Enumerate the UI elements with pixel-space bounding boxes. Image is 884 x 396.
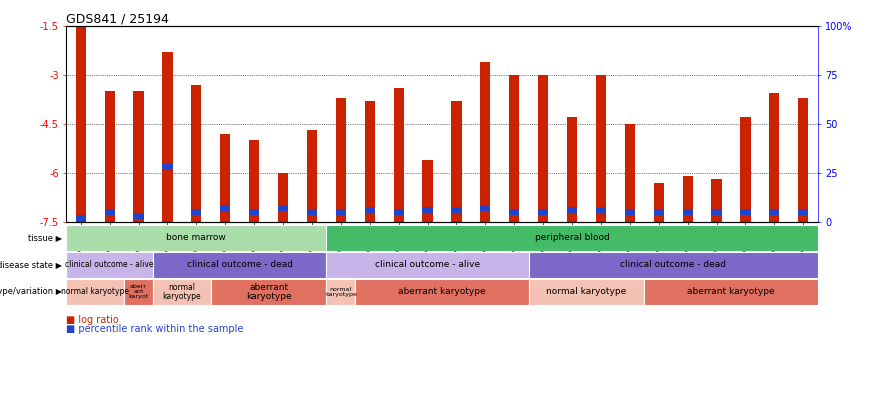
Bar <box>326 252 529 278</box>
Text: clinical outcome - alive: clinical outcome - alive <box>375 260 480 269</box>
Bar <box>278 205 288 211</box>
Bar <box>625 124 635 222</box>
Bar <box>220 133 231 222</box>
Bar <box>191 209 202 215</box>
Bar <box>682 176 693 222</box>
Bar <box>653 209 664 215</box>
Bar <box>124 279 153 305</box>
Bar <box>153 279 210 305</box>
Bar <box>307 130 317 222</box>
Text: normal karyotype: normal karyotype <box>546 287 627 296</box>
Bar <box>393 209 404 215</box>
Bar <box>741 117 751 222</box>
Bar <box>509 209 519 215</box>
Text: aberrant
karyotype: aberrant karyotype <box>246 283 292 301</box>
Bar <box>644 279 818 305</box>
Text: normal
karyotype: normal karyotype <box>325 287 357 297</box>
Text: clinical outcome - alive: clinical outcome - alive <box>65 260 154 269</box>
Bar <box>480 62 491 222</box>
Bar <box>712 209 721 215</box>
Bar <box>529 279 644 305</box>
Bar <box>423 160 432 222</box>
Text: disease state ▶: disease state ▶ <box>0 260 62 269</box>
Text: genotype/variation ▶: genotype/variation ▶ <box>0 287 62 296</box>
Bar <box>278 173 288 222</box>
Text: clinical outcome - dead: clinical outcome - dead <box>187 260 293 269</box>
Bar <box>66 252 153 278</box>
Bar <box>682 209 693 215</box>
Bar <box>365 207 375 213</box>
Text: tissue ▶: tissue ▶ <box>27 233 62 242</box>
Bar <box>567 207 577 213</box>
Text: peripheral blood: peripheral blood <box>535 233 609 242</box>
Bar <box>452 207 461 213</box>
Bar <box>66 225 326 251</box>
Text: bone marrow: bone marrow <box>166 233 226 242</box>
Bar <box>769 209 780 215</box>
Bar <box>249 140 259 222</box>
Bar <box>307 209 317 215</box>
Bar <box>191 84 202 222</box>
Bar <box>653 183 664 222</box>
Bar <box>798 209 808 215</box>
Bar <box>365 101 375 222</box>
Bar <box>798 97 808 222</box>
Bar <box>163 52 172 222</box>
Bar <box>393 88 404 222</box>
Bar <box>76 215 86 221</box>
Bar <box>163 164 172 170</box>
Bar <box>153 252 326 278</box>
Text: normal karyotype: normal karyotype <box>61 287 129 296</box>
Bar <box>66 279 124 305</box>
Text: aberr
ant
karyot: aberr ant karyot <box>128 284 149 299</box>
Text: aberrant karyotype: aberrant karyotype <box>687 287 774 296</box>
Bar <box>625 209 635 215</box>
Bar <box>538 75 548 222</box>
Bar <box>326 279 355 305</box>
Bar <box>509 75 519 222</box>
Bar <box>712 179 721 222</box>
Bar <box>538 209 548 215</box>
Text: normal
karyotype: normal karyotype <box>163 283 202 301</box>
Bar <box>249 209 259 215</box>
Bar <box>596 207 606 213</box>
Bar <box>104 209 115 215</box>
Bar <box>210 279 326 305</box>
Bar <box>326 225 818 251</box>
Bar <box>104 91 115 222</box>
Bar <box>567 117 577 222</box>
Bar <box>336 97 346 222</box>
Bar <box>133 91 143 222</box>
Bar <box>596 75 606 222</box>
Bar <box>741 209 751 215</box>
Bar <box>336 209 346 215</box>
Text: GDS841 / 25194: GDS841 / 25194 <box>66 13 169 26</box>
Bar <box>769 93 780 222</box>
Bar <box>529 252 818 278</box>
Text: ■ log ratio: ■ log ratio <box>66 314 119 325</box>
Bar <box>355 279 529 305</box>
Bar <box>423 207 432 213</box>
Text: ■ percentile rank within the sample: ■ percentile rank within the sample <box>66 324 244 334</box>
Bar <box>133 213 143 219</box>
Bar <box>480 205 491 211</box>
Text: clinical outcome - dead: clinical outcome - dead <box>621 260 726 269</box>
Bar <box>76 26 86 222</box>
Bar <box>220 205 231 211</box>
Bar <box>452 101 461 222</box>
Text: aberrant karyotype: aberrant karyotype <box>398 287 486 296</box>
